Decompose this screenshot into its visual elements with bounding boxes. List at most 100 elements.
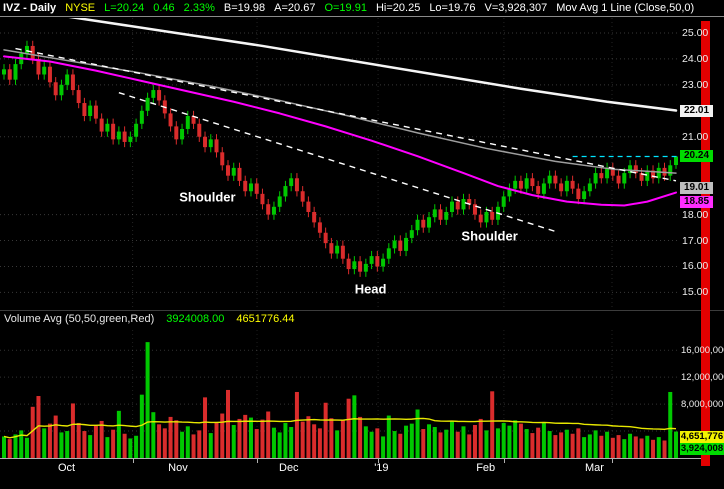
volume-bar xyxy=(662,440,667,458)
candle-body xyxy=(536,186,541,194)
volume-bar xyxy=(197,430,202,458)
candle-body xyxy=(340,245,345,259)
trendline-upper[interactable] xyxy=(15,47,677,182)
volume-bar xyxy=(65,431,70,458)
candle-body xyxy=(300,191,305,202)
candle-body xyxy=(455,201,460,210)
pattern-annotation[interactable]: Shoulder xyxy=(179,190,235,205)
candle-body xyxy=(53,82,58,96)
pattern-annotation[interactable]: Shoulder xyxy=(461,229,517,244)
month-label: Mar xyxy=(585,462,604,474)
volume-bar xyxy=(530,433,535,458)
candle-body xyxy=(30,45,35,59)
candle-body xyxy=(444,212,449,220)
volume-bar xyxy=(231,424,236,458)
volume-bar xyxy=(168,416,173,458)
header-field: Lo=19.76 xyxy=(429,2,476,14)
candle-body xyxy=(616,175,621,184)
candle-body xyxy=(237,167,242,181)
volume-bar xyxy=(432,427,437,458)
candle-body xyxy=(231,167,236,176)
header-field: L=20.24 xyxy=(104,2,145,14)
candle-body xyxy=(36,58,41,75)
volume-bar xyxy=(19,430,24,458)
header-field: Hi=20.25 xyxy=(375,2,421,14)
volume-bar xyxy=(82,431,87,458)
price-chart[interactable]: Shoulder Head Shoulder xyxy=(0,18,680,310)
candle-body xyxy=(59,84,64,96)
candle-body xyxy=(530,178,535,187)
candle-body xyxy=(151,90,156,98)
symbol-header-bar: IVZ - Daily NYSE L=20.24 0.46 2.33% B=19.98 A=… xyxy=(0,0,724,17)
candle-body xyxy=(438,209,443,220)
volume-bar xyxy=(467,434,472,458)
volume-bar xyxy=(174,420,179,458)
candle-body xyxy=(432,209,437,218)
ma200-line xyxy=(68,18,678,112)
header-field: A=20.67 xyxy=(274,2,316,14)
candle-body xyxy=(271,206,276,215)
volume-bar xyxy=(237,418,242,458)
header-field: NYSE xyxy=(65,2,96,14)
candle-body xyxy=(352,261,357,270)
volume-bar xyxy=(668,391,673,458)
candle-body xyxy=(668,165,673,176)
candle-body xyxy=(472,204,477,215)
volume-bar xyxy=(559,432,564,458)
price-label-chip: 20.24 xyxy=(680,150,713,163)
volume-bar xyxy=(122,433,127,458)
candle-body xyxy=(24,45,29,54)
candle-body xyxy=(622,173,627,184)
price-axis[interactable]: 25.00 24.00 23.00 22.01 21.00 20.24 19.01 18.85… xyxy=(680,0,724,489)
candle-body xyxy=(99,118,104,132)
volume-bar xyxy=(243,414,248,458)
volume-bar xyxy=(628,433,633,458)
volume-bar xyxy=(404,425,409,458)
volume-label-chip: 4,651,776 xyxy=(680,430,724,443)
volume-bar xyxy=(553,435,558,458)
candle-body xyxy=(128,136,133,142)
candle-body xyxy=(450,201,454,212)
volume-bar xyxy=(191,434,196,458)
month-label: Nov xyxy=(168,462,188,474)
volume-bar xyxy=(59,432,64,458)
candle-body xyxy=(363,263,368,272)
price-scale-label: 25.00 xyxy=(682,26,709,39)
volume-bar xyxy=(99,420,104,458)
candle-body xyxy=(415,219,420,231)
candle-body xyxy=(2,69,6,75)
candle-body xyxy=(7,69,12,80)
volume-bar xyxy=(88,435,93,458)
volume-bar xyxy=(472,424,477,458)
candle-body xyxy=(82,103,87,116)
volume-bar xyxy=(42,428,47,458)
time-axis[interactable]: Oct Nov Dec '19 Feb Mar xyxy=(0,458,702,476)
volume-bar xyxy=(76,422,81,458)
volume-bar xyxy=(105,437,110,458)
candle-body xyxy=(375,256,380,267)
volume-bar xyxy=(576,428,581,458)
candle-body xyxy=(381,258,386,267)
candle-body xyxy=(47,66,52,83)
price-scale-label: 23.00 xyxy=(682,78,709,91)
volume-bar xyxy=(518,423,523,458)
volume-chart[interactable] xyxy=(0,330,680,460)
candle-body xyxy=(404,237,409,251)
candle-body xyxy=(248,183,253,192)
volume-bar xyxy=(277,432,282,458)
volume-bar xyxy=(220,413,225,458)
candle-body xyxy=(116,131,121,140)
axis-tick xyxy=(257,459,259,463)
volume-bar xyxy=(300,421,305,458)
pattern-annotation[interactable]: Head xyxy=(355,282,387,297)
volume-bar xyxy=(599,435,604,458)
volume-bar xyxy=(346,398,351,458)
candle-body xyxy=(398,240,403,251)
candle-body xyxy=(599,173,604,179)
volume-bar xyxy=(185,426,190,458)
volume-bar xyxy=(369,431,374,458)
volume-bar xyxy=(323,402,328,458)
header-field: B=19.98 xyxy=(223,2,266,14)
volume-bar xyxy=(622,439,627,458)
